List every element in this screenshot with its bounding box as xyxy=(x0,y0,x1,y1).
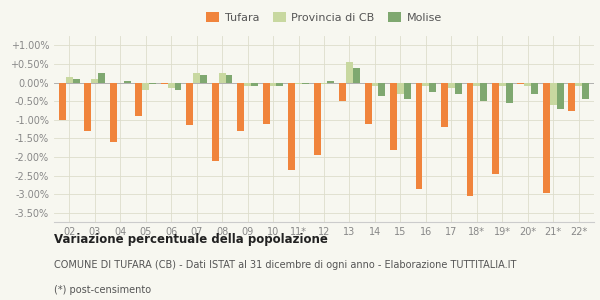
Bar xyxy=(371,82,379,86)
Bar xyxy=(59,82,66,120)
Bar xyxy=(269,82,277,86)
Bar xyxy=(404,82,411,99)
Bar xyxy=(277,82,283,86)
Bar xyxy=(218,73,226,83)
Bar xyxy=(550,82,557,105)
Bar xyxy=(320,82,328,84)
Bar xyxy=(200,75,207,82)
Bar xyxy=(168,82,175,88)
Bar xyxy=(480,82,487,101)
Bar xyxy=(187,82,193,125)
Bar xyxy=(346,62,353,82)
Bar xyxy=(149,82,156,84)
Bar xyxy=(473,82,480,86)
Bar xyxy=(288,82,295,170)
Bar xyxy=(543,82,550,193)
Bar xyxy=(85,82,91,131)
Bar xyxy=(212,82,218,161)
Bar xyxy=(314,82,320,155)
Bar xyxy=(251,82,258,86)
Bar xyxy=(557,82,563,109)
Bar xyxy=(175,82,181,90)
Bar xyxy=(575,82,582,86)
Bar xyxy=(416,82,422,189)
Legend: Tufara, Provincia di CB, Molise: Tufara, Provincia di CB, Molise xyxy=(202,8,446,27)
Bar xyxy=(244,82,251,86)
Bar xyxy=(98,73,105,83)
Bar xyxy=(237,82,244,131)
Text: COMUNE DI TUFARA (CB) - Dati ISTAT al 31 dicembre di ogni anno - Elaborazione TU: COMUNE DI TUFARA (CB) - Dati ISTAT al 31… xyxy=(54,260,517,270)
Bar xyxy=(568,82,575,110)
Bar xyxy=(379,82,385,96)
Bar xyxy=(66,77,73,83)
Bar xyxy=(110,82,117,142)
Bar xyxy=(73,79,80,83)
Bar xyxy=(390,82,397,150)
Bar xyxy=(492,82,499,174)
Bar xyxy=(441,82,448,127)
Bar xyxy=(455,82,461,94)
Bar xyxy=(226,75,232,82)
Bar xyxy=(91,79,98,83)
Bar xyxy=(295,82,302,84)
Bar xyxy=(422,82,430,86)
Bar xyxy=(448,82,455,88)
Bar xyxy=(302,82,309,84)
Bar xyxy=(499,82,506,86)
Bar xyxy=(353,68,360,82)
Bar xyxy=(365,82,371,124)
Bar xyxy=(161,82,168,84)
Bar xyxy=(531,82,538,94)
Bar xyxy=(517,82,524,84)
Bar xyxy=(136,82,142,116)
Bar xyxy=(328,81,334,82)
Bar xyxy=(467,82,473,196)
Bar xyxy=(124,81,131,82)
Bar xyxy=(582,82,589,99)
Bar xyxy=(430,82,436,92)
Bar xyxy=(506,82,512,103)
Bar xyxy=(397,82,404,94)
Bar xyxy=(339,82,346,101)
Text: (*) post-censimento: (*) post-censimento xyxy=(54,285,151,296)
Bar xyxy=(263,82,269,124)
Bar xyxy=(524,82,531,86)
Text: Variazione percentuale della popolazione: Variazione percentuale della popolazione xyxy=(54,233,328,246)
Bar xyxy=(142,82,149,90)
Bar xyxy=(193,73,200,83)
